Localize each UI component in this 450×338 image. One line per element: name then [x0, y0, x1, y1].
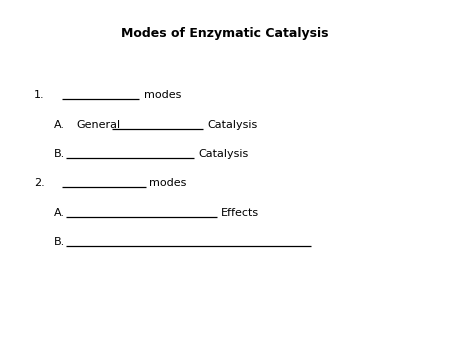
- Text: B.: B.: [54, 149, 65, 159]
- Text: modes: modes: [144, 90, 181, 100]
- Text: A.: A.: [54, 208, 65, 218]
- Text: B.: B.: [54, 237, 65, 247]
- Text: Catalysis: Catalysis: [207, 120, 257, 130]
- Text: modes: modes: [148, 177, 186, 188]
- Text: Catalysis: Catalysis: [198, 149, 248, 159]
- Text: A.: A.: [54, 120, 65, 130]
- Text: 2.: 2.: [34, 177, 45, 188]
- Text: Modes of Enzymatic Catalysis: Modes of Enzymatic Catalysis: [121, 27, 329, 40]
- Text: General: General: [76, 120, 121, 130]
- Text: 1.: 1.: [34, 90, 45, 100]
- Text: Effects: Effects: [220, 208, 259, 218]
